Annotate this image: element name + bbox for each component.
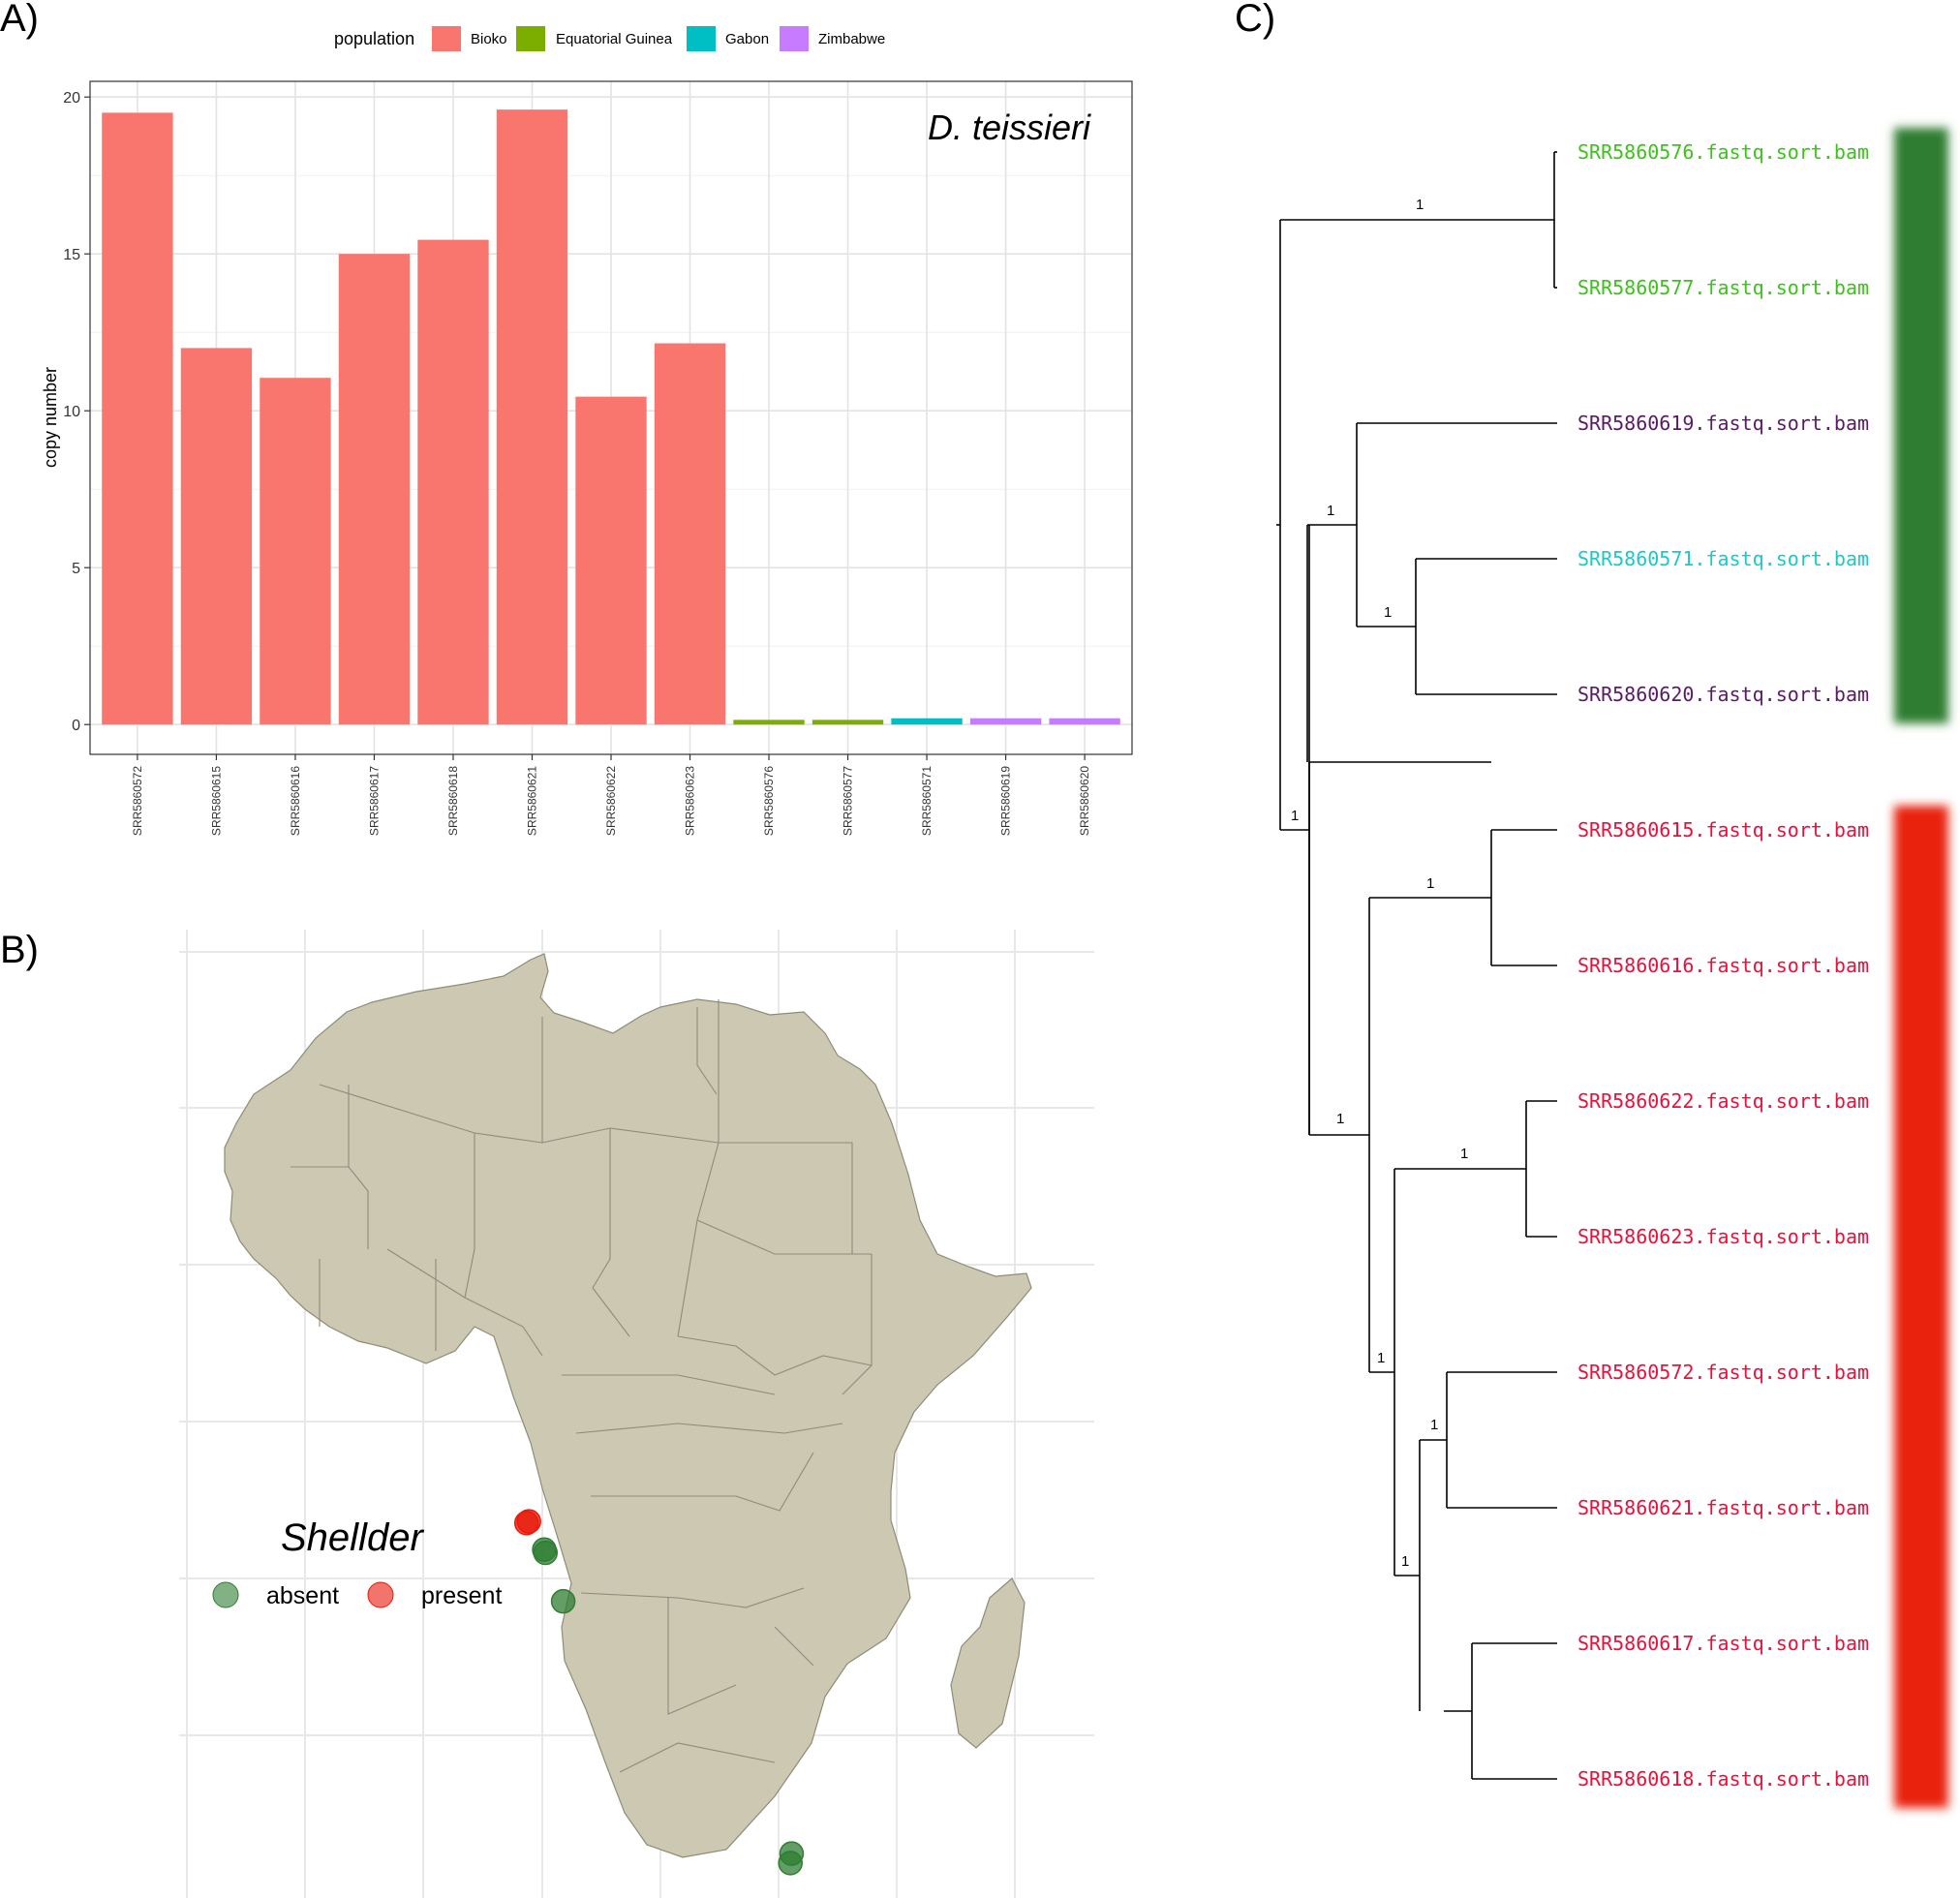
support-value: 1 — [1377, 1350, 1385, 1366]
x-tick-label: SRR5860615 — [209, 766, 223, 836]
bar-SRR5860615 — [181, 348, 252, 724]
support-value: 1 — [1426, 875, 1434, 892]
legend-label-zimbabwe: Zimbabwe — [818, 31, 885, 47]
tree-tip-labels: SRR5860576.fastq.sort.bam SRR5860577.fast… — [1577, 140, 1869, 1791]
tree-tip-label: SRR5860619.fastq.sort.bam — [1577, 412, 1869, 435]
bar-SRR5860623 — [655, 344, 725, 725]
legend-key-gabon — [687, 26, 716, 51]
side-bar-present — [1894, 806, 1948, 1808]
tree-tip-label: SRR5860618.fastq.sort.bam — [1577, 1767, 1869, 1791]
tree-tip-label: SRR5860571.fastq.sort.bam — [1577, 547, 1869, 570]
tree-tip-label: SRR5860622.fastq.sort.bam — [1577, 1089, 1869, 1113]
y-axis: 0 5 10 15 20 — [63, 90, 90, 734]
x-tick-label: SRR5860576 — [762, 766, 776, 836]
panel-c-label: C) — [1235, 0, 1275, 40]
legend-label-gabon: Gabon — [725, 31, 769, 47]
support-value: 1 — [1460, 1146, 1468, 1162]
x-tick-label: SRR5860616 — [289, 766, 302, 836]
species-annotation: D. teissieri — [928, 107, 1091, 147]
map-panel: Shellder absent present — [179, 930, 1094, 1898]
phylogenetic-tree-panel: 1 1 1 1 1 1 1 1 1 1 SRR5860576.fastq.sor… — [1276, 128, 1948, 1808]
tree-branches — [1276, 152, 1557, 1779]
x-axis: SRR5860572 SRR5860615 SRR5860616 SRR5860617… — [131, 754, 1091, 836]
map-point-absent — [552, 1590, 575, 1613]
x-tick-label: SRR5860617 — [367, 766, 381, 836]
africa-landmass — [225, 954, 1031, 1857]
y-tick-label: 20 — [63, 90, 80, 107]
bar-SRR5860621 — [497, 109, 567, 724]
bar-SRR5860619 — [970, 719, 1041, 724]
x-tick-label: SRR5860577 — [842, 766, 855, 836]
x-tick-label: SRR5860621 — [525, 766, 538, 836]
map-legend-title: Shellder — [281, 1516, 424, 1559]
bar-SRR5860617 — [339, 254, 410, 724]
bar-SRR5860572 — [102, 112, 172, 724]
bar-SRR5860571 — [891, 719, 962, 724]
x-tick-label: SRR5860622 — [604, 766, 618, 836]
map-point-present — [517, 1510, 540, 1533]
bar-SRR5860576 — [733, 719, 804, 724]
legend-label-bioko: Bioko — [471, 31, 507, 47]
legend-key-equatorial-guinea — [516, 26, 545, 51]
tree-tip-label: SRR5860576.fastq.sort.bam — [1577, 140, 1869, 164]
support-value: 1 — [1416, 197, 1424, 213]
support-value: 1 — [1291, 808, 1299, 824]
bar-chart-panel: population Bioko Equatorial Guinea Gabon… — [41, 26, 1132, 836]
legend-label-equatorial-guinea: Equatorial Guinea — [556, 31, 673, 47]
y-tick-label: 5 — [72, 561, 80, 577]
map-legend: Shellder absent present — [213, 1516, 502, 1609]
tree-tip-label: SRR5860616.fastq.sort.bam — [1577, 954, 1869, 977]
y-tick-label: 15 — [63, 247, 80, 263]
tree-tip-label: SRR5860623.fastq.sort.bam — [1577, 1225, 1869, 1248]
map-point-absent — [779, 1852, 802, 1875]
x-tick-label: SRR5860620 — [1078, 766, 1091, 836]
map-legend-key-present — [368, 1582, 393, 1607]
tree-tip-label: SRR5860572.fastq.sort.bam — [1577, 1361, 1869, 1384]
support-value: 1 — [1430, 1417, 1438, 1433]
support-value: 1 — [1327, 503, 1334, 519]
x-tick-label: SRR5860623 — [684, 766, 697, 836]
tree-tip-label: SRR5860577.fastq.sort.bam — [1577, 276, 1869, 299]
map-legend-label-present: present — [421, 1582, 502, 1609]
map-point-absent — [534, 1542, 557, 1565]
tree-tip-label: SRR5860617.fastq.sort.bam — [1577, 1632, 1869, 1655]
support-values: 1 1 1 1 1 1 1 1 1 1 — [1291, 197, 1468, 1570]
legend-key-bioko — [432, 26, 461, 51]
x-tick-label: SRR5860572 — [131, 766, 144, 836]
bar-SRR5860616 — [260, 378, 330, 724]
y-tick-label: 10 — [63, 404, 80, 420]
panel-b-label: B) — [0, 929, 39, 971]
bar-SRR5860618 — [417, 240, 488, 725]
support-value: 1 — [1336, 1111, 1344, 1127]
y-axis-title: copy number — [41, 367, 60, 468]
bar-SRR5860620 — [1049, 719, 1119, 724]
map-legend-key-absent — [213, 1582, 238, 1607]
legend-key-zimbabwe — [780, 26, 809, 51]
legend-title: population — [334, 29, 414, 48]
tree-tip-label: SRR5860621.fastq.sort.bam — [1577, 1496, 1869, 1519]
side-bar-absent — [1894, 128, 1948, 723]
support-value: 1 — [1384, 604, 1392, 621]
bar-SRR5860577 — [812, 719, 883, 724]
map-legend-label-absent: absent — [266, 1582, 339, 1609]
bar-SRR5860622 — [575, 397, 646, 725]
x-tick-label: SRR5860571 — [920, 766, 934, 836]
status-side-bars — [1894, 128, 1948, 1808]
panel-a-label: A) — [0, 0, 39, 40]
tree-tip-label: SRR5860615.fastq.sort.bam — [1577, 818, 1869, 842]
x-tick-label: SRR5860619 — [999, 766, 1013, 836]
support-value: 1 — [1401, 1553, 1409, 1570]
x-tick-label: SRR5860618 — [446, 766, 460, 836]
tree-tip-label: SRR5860620.fastq.sort.bam — [1577, 683, 1869, 706]
y-tick-label: 0 — [72, 718, 80, 734]
population-legend: population Bioko Equatorial Guinea Gabon… — [334, 26, 885, 51]
